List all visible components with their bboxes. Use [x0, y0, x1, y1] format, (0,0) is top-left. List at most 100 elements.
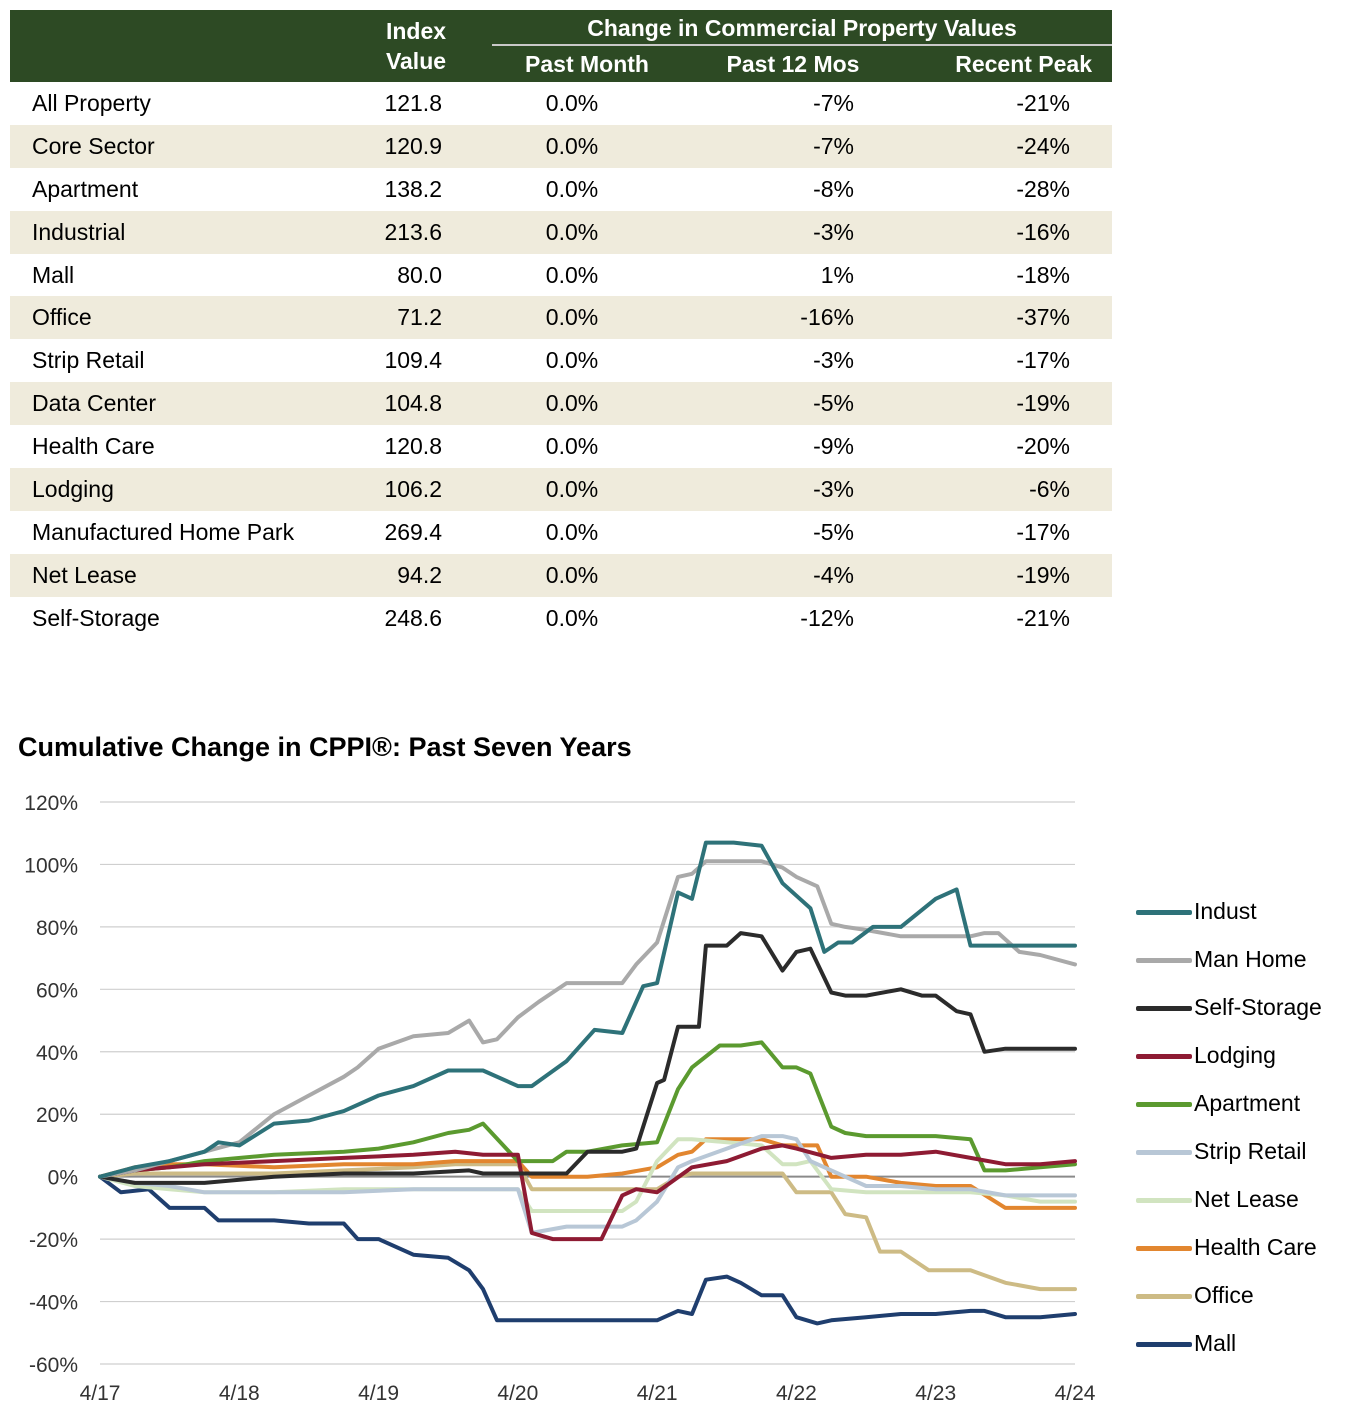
- y-tick-label: 120%: [24, 792, 78, 815]
- gridlines: [100, 801, 1075, 1365]
- header-past-month: Past Month: [492, 46, 682, 82]
- legend-swatch: [1136, 1150, 1192, 1155]
- table-row: Office 71.2 0.0% -16% -37%: [10, 296, 1113, 340]
- row-past-12: -3%: [813, 347, 854, 374]
- row-past-12: -7%: [813, 89, 854, 116]
- row-past-month: 0.0%: [545, 347, 599, 374]
- y-tick-label: -40%: [29, 1292, 78, 1315]
- series-line-office: [98, 1162, 1077, 1292]
- y-tick-label: -20%: [29, 1229, 78, 1252]
- legend-item: Health Care: [1136, 1232, 1351, 1280]
- row-recent-peak: -19%: [904, 382, 1113, 426]
- row-past-12: -3%: [682, 468, 904, 511]
- legend-label: Man Home: [1194, 946, 1307, 972]
- header-empty-cell: [10, 10, 340, 82]
- row-past-month: 0.0%: [492, 210, 682, 254]
- row-index-value: 248.6: [384, 604, 442, 631]
- row-name: Core Sector: [10, 124, 340, 168]
- row-recent-peak: -37%: [904, 296, 1113, 340]
- y-tick-label: 0%: [48, 1167, 78, 1190]
- legend-swatch: [1136, 1342, 1192, 1347]
- table-row: Apartment 138.2 0.0% -8% -28%: [10, 168, 1112, 211]
- row-recent-peak: -21%: [1016, 604, 1071, 631]
- row-name: Industrial: [10, 210, 340, 254]
- row-recent-peak: -16%: [904, 210, 1113, 254]
- property-values-table: Index Value Change in Commercial Propert…: [10, 10, 1113, 640]
- cppi-table: Index Value Change in Commercial Propert…: [10, 10, 1113, 640]
- series-line-apartment: [98, 1040, 1077, 1179]
- row-index-value: 80.0: [397, 261, 442, 288]
- row-index-value: 120.9: [340, 124, 492, 168]
- legend-item: Mall: [1136, 1328, 1351, 1376]
- y-tick-label: 20%: [36, 1104, 78, 1127]
- row-recent-peak: -21%: [1016, 89, 1071, 116]
- chart-title: Cumulative Change in CPPI®: Past Seven Y…: [18, 732, 632, 762]
- row-past-12: -8%: [813, 175, 854, 202]
- y-axis-tick-labels: 120% 100% 80% 60% 40% 20% 0% -20% -40% -60%: [24, 792, 78, 1377]
- row-past-12: -12%: [800, 604, 854, 631]
- row-recent-peak: -28%: [1016, 175, 1071, 202]
- row-past-12: -5%: [682, 382, 904, 426]
- legend-swatch: [1136, 1054, 1192, 1059]
- y-tick-label: 80%: [36, 917, 78, 940]
- row-recent-peak: -18%: [1016, 261, 1071, 288]
- header-group-label: Change in Commercial Property Values: [587, 14, 1017, 41]
- table-row: Core Sector 120.9 0.0% -7% -24%: [10, 124, 1113, 168]
- legend-item: Apartment: [1136, 1088, 1351, 1136]
- row-index-value: 213.6: [340, 210, 492, 254]
- y-tick-label: 40%: [36, 1042, 78, 1065]
- series-line-net-lease: [98, 1137, 1077, 1213]
- series-line-strip-retail: [98, 1134, 1077, 1235]
- row-past-month: 0.0%: [492, 382, 682, 426]
- row-past-12: -4%: [682, 553, 904, 597]
- x-tick-label: 4/18: [219, 1382, 260, 1405]
- series-line-lodging: [98, 1143, 1077, 1242]
- x-tick-label: 4/23: [915, 1382, 956, 1405]
- row-recent-peak: -17%: [1016, 518, 1071, 545]
- table-row: Net Lease 94.2 0.0% -4% -19%: [10, 553, 1113, 597]
- series-line-health-care: [98, 1137, 1077, 1210]
- legend-swatch: [1136, 910, 1192, 915]
- row-recent-peak: -24%: [904, 124, 1113, 168]
- legend-swatch: [1136, 1102, 1192, 1107]
- series-line-mall: [98, 1174, 1077, 1326]
- series-lines: [98, 840, 1077, 1326]
- row-index-value: 94.2: [340, 553, 492, 597]
- row-recent-peak: -19%: [904, 553, 1113, 597]
- table-row: Strip Retail 109.4 0.0% -3% -17%: [10, 339, 1112, 382]
- x-tick-label: 4/19: [358, 1382, 399, 1405]
- row-name: Net Lease: [10, 553, 340, 597]
- series-line-self-storage: [98, 931, 1077, 1185]
- legend-label: Self-Storage: [1194, 994, 1322, 1020]
- header-group-change: Change in Commercial Property Values: [492, 10, 1113, 46]
- row-index-value: 121.8: [384, 89, 442, 116]
- header-index-value: Index Value: [340, 10, 492, 82]
- row-past-month: 0.0%: [492, 468, 682, 511]
- row-name: Office: [10, 296, 340, 340]
- row-index-value: 109.4: [384, 347, 442, 374]
- row-name: Mall: [32, 261, 75, 288]
- legend-item: Self-Storage: [1136, 992, 1351, 1040]
- row-name: Strip Retail: [32, 347, 145, 374]
- legend-item: Strip Retail: [1136, 1136, 1351, 1184]
- row-past-12: -16%: [682, 296, 904, 340]
- legend-item: Office: [1136, 1280, 1351, 1328]
- table-row: Self-Storage 248.6 0.0% -12% -21%: [10, 597, 1112, 640]
- header-index-line1: Index: [385, 18, 447, 44]
- legend-label: Office: [1194, 1282, 1254, 1308]
- legend-label: Net Lease: [1194, 1186, 1299, 1212]
- series-line-indust: [98, 840, 1077, 1179]
- row-past-month: 0.0%: [492, 296, 682, 340]
- y-tick-label: 60%: [36, 979, 78, 1002]
- row-past-12: -9%: [813, 433, 854, 460]
- x-tick-label: 4/17: [80, 1382, 121, 1405]
- row-name: Health Care: [32, 433, 155, 460]
- row-past-month: 0.0%: [545, 175, 599, 202]
- row-recent-peak: -6%: [904, 468, 1113, 511]
- header-index-line2: Value: [385, 48, 447, 74]
- table-row: Mall 80.0 0.0% 1% -18%: [10, 254, 1112, 297]
- legend-label: Health Care: [1194, 1234, 1317, 1260]
- table-row: Manufactured Home Park 269.4 0.0% -5% -17%: [10, 511, 1112, 554]
- table-row: Lodging 106.2 0.0% -3% -6%: [10, 468, 1113, 511]
- x-axis-tick-labels: 4/17 4/18 4/19 4/20 4/21 4/22 4/23 4/24: [80, 1382, 1096, 1405]
